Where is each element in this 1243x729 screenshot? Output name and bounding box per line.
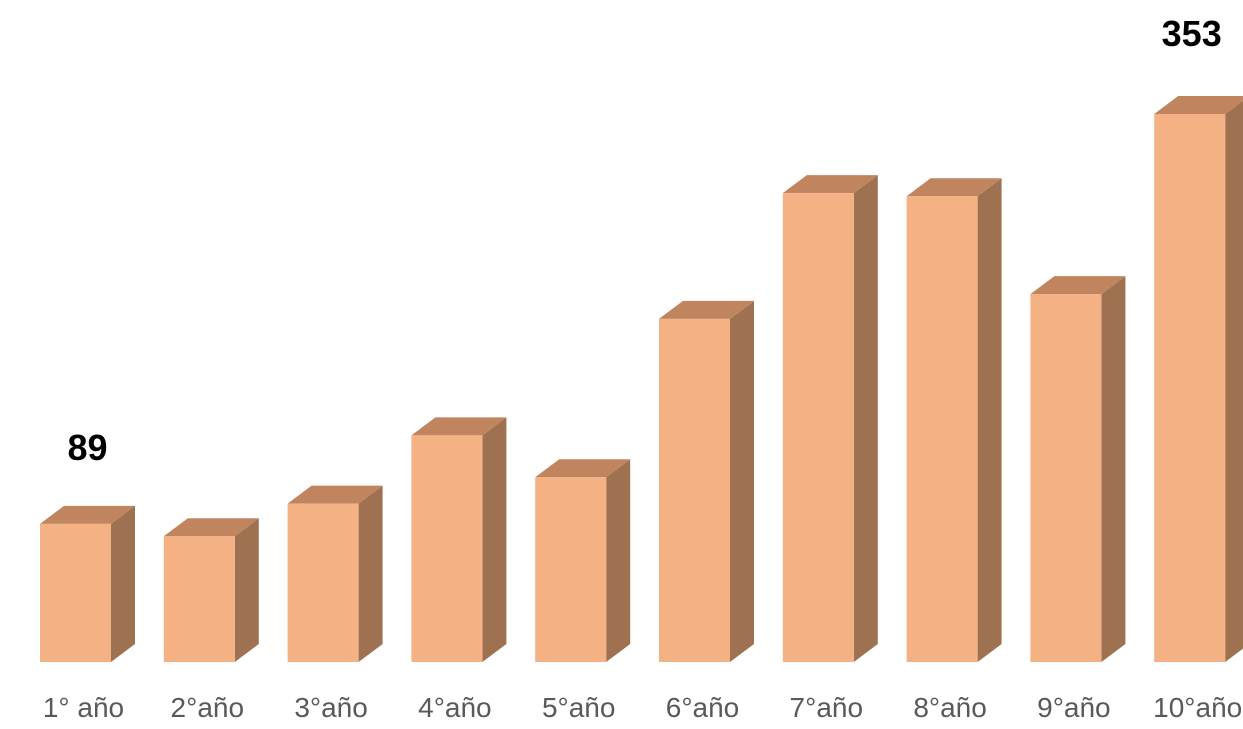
bar-front-face <box>1154 114 1226 662</box>
bar-side-face <box>1101 276 1126 662</box>
bar-9 <box>1030 276 1126 662</box>
bar-front-face <box>1030 294 1102 662</box>
bar-top-face <box>1154 96 1243 114</box>
category-label: 10°año <box>1153 692 1242 723</box>
bar-front-face <box>411 435 483 662</box>
category-labels-group: 1° año 2°año 3°año 4°año 5°año 6°año 7°año 8°añ… <box>43 692 1242 723</box>
bar-8 <box>906 178 1002 662</box>
bar-top-face <box>411 417 507 436</box>
bar-side-face <box>730 300 754 662</box>
bar-front-face <box>782 193 854 663</box>
data-label: 353 <box>1162 13 1222 54</box>
bar-top-face <box>40 505 135 524</box>
bar-top-face <box>659 300 754 319</box>
data-label: 89 <box>67 427 107 468</box>
bar-top-face <box>163 518 259 537</box>
bar-6 <box>659 300 754 662</box>
bar-front-face <box>659 318 730 662</box>
bar-side-face <box>482 417 507 662</box>
bar-2 <box>163 518 259 662</box>
bar-5 <box>535 459 631 662</box>
bar-side-face <box>1225 100 1243 662</box>
category-label: 7°año <box>790 692 864 723</box>
category-label: 1° año <box>43 692 124 723</box>
bar-3 <box>287 485 383 662</box>
data-labels-group: 89 353 <box>67 13 1221 468</box>
bar-side-face <box>606 459 631 662</box>
bar-front-face <box>163 536 235 662</box>
category-label: 4°año <box>418 692 492 723</box>
category-label: 3°año <box>294 692 368 723</box>
bar-side-face <box>111 505 135 662</box>
bar-front-face <box>535 477 607 662</box>
bar-10 <box>1154 96 1243 662</box>
bar-top-face <box>535 459 631 478</box>
bar-1 <box>40 505 135 662</box>
bar-4 <box>411 417 507 662</box>
bar-side-face <box>234 518 259 662</box>
bar-side-face <box>358 485 383 662</box>
bar-top-face <box>287 485 383 504</box>
bars-group <box>40 96 1243 663</box>
category-label: 9°año <box>1037 692 1111 723</box>
category-label: 5°año <box>542 692 616 723</box>
bar-front-face <box>906 196 978 662</box>
bar-front-face <box>287 503 359 662</box>
bar-front-face <box>40 523 111 662</box>
category-label: 2°año <box>171 692 245 723</box>
bar-7 <box>782 175 878 663</box>
bar-top-face <box>1030 276 1126 295</box>
bar-side-face <box>977 178 1002 662</box>
bar-top-face <box>906 178 1002 197</box>
category-label: 8°año <box>913 692 987 723</box>
category-label: 6°año <box>666 692 740 723</box>
bar-top-face <box>782 175 878 194</box>
bar-side-face <box>853 175 878 663</box>
